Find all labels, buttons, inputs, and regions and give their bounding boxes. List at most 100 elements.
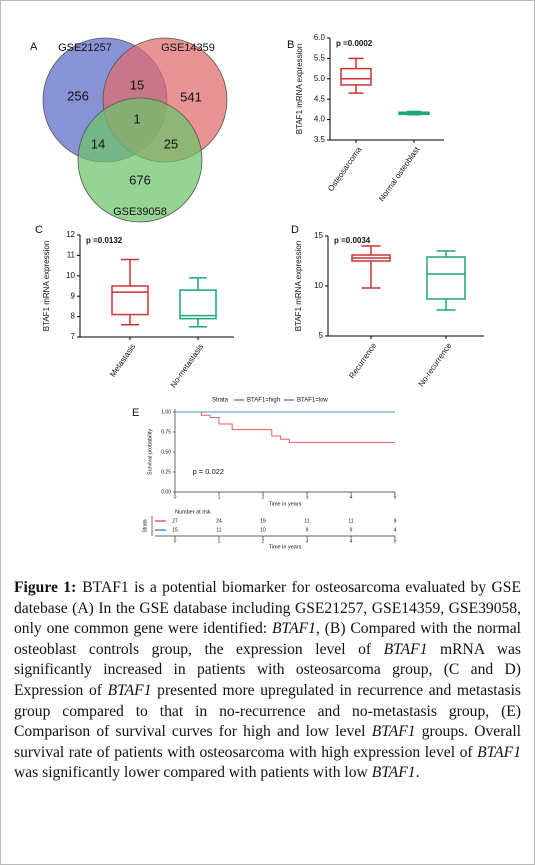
risk-x-axis-label: Time in years [269,544,302,550]
panel-letter: C [35,224,43,236]
caption-text: . [415,764,420,782]
x-tick-label: No-recurrence [417,341,454,388]
region-count: 256 [67,88,89,103]
risk-count: 24 [216,518,222,524]
caption-label: Figure 1: [14,579,77,596]
set-label: GSE14359 [161,42,215,54]
risk-count: 15 [172,527,178,533]
box [111,285,149,316]
caption-gene: BTAF1 [371,723,416,741]
caption-text: presented more upregulated in recurrence… [14,681,522,741]
y-tick-label: 5 [319,331,324,340]
y-tick-label: 0.00 [161,489,171,495]
x-tick-label: Osteosarcoma [326,145,364,193]
panel-letter: D [291,224,299,236]
venn-circle [77,97,203,223]
p-value: p =0.0034 [334,236,371,245]
region-count: 14 [91,136,105,151]
y-tick-label: 0.75 [161,429,171,435]
annotation: p = 0.022 [193,467,225,476]
panel-letter: E [132,407,139,419]
x-tick-label: 0 [174,494,177,500]
y-tick-label: 10 [66,271,75,280]
panel-letter: B [287,39,294,51]
risk-x-tick-label: 5 [394,538,397,544]
x-tick-label: 3 [306,494,309,500]
risk-count: 11 [348,518,353,524]
y-tick-label: 6.0 [314,33,326,42]
y-tick-label: 7 [71,332,76,341]
caption-gene: BTAF1 [272,620,316,638]
legend-title: Strata [212,398,229,404]
risk-x-tick-label: 0 [174,538,177,544]
y-tick-label: 1.00 [161,409,171,415]
p-value: p =0.0132 [86,236,123,245]
y-axis-label: Survival probability [147,429,153,475]
y-tick-label: 5.0 [314,74,326,83]
y-axis-label: BTAF1 mRNA expression [295,44,304,135]
y-axis-label: BTAF1 mRNA expression [294,241,303,332]
box [340,67,372,86]
y-tick-label: 4.5 [314,94,326,103]
y-tick-label: 12 [66,230,75,239]
legend-label: BTAF1=low [297,398,328,404]
region-count: 25 [164,136,178,151]
risk-table-label: Strata [142,519,148,533]
risk-count: 19 [260,518,266,524]
y-tick-label: 4.0 [314,115,326,124]
risk-x-tick-label: 4 [350,538,353,544]
x-tick-label: No-metastasis [169,342,206,389]
risk-x-tick-label: 1 [218,538,221,544]
caption-text: BTAF1 is a potential biomarker for osteo… [14,579,521,638]
y-tick-label: 10 [314,281,323,290]
caption-text: groups. Overall survival rate of patient… [14,723,521,761]
x-tick-label: 2 [262,494,265,500]
x-tick-label: 5 [394,494,397,500]
risk-count: 4 [394,527,397,533]
y-tick-label: 8 [71,312,76,321]
y-axis-label: BTAF1 mRNA expression [42,241,51,332]
y-tick-label: 15 [314,231,323,240]
x-tick-label: Metastasis [108,342,137,378]
region-count: 541 [180,89,202,104]
y-tick-label: 5.5 [314,54,326,63]
box [426,256,466,300]
panel-letter: A [30,41,38,53]
risk-count: 10 [260,527,266,533]
box [179,289,217,320]
caption-gene: BTAF1 [371,764,416,782]
risk-x-tick-label: 2 [262,538,265,544]
caption-text: , (B) Compared with the normal osteoblas… [14,620,521,658]
caption-gene: BTAF1 [477,743,521,761]
x-tick-label: Normal osteoblast [377,145,422,204]
caption-gene: BTAF1 [383,640,428,658]
legend-label: BTAF1=high [247,398,280,404]
risk-count: 9 [306,527,309,533]
region-count: 676 [129,172,151,187]
risk-count: 27 [172,518,178,524]
risk-table-title: Number at risk [175,509,211,515]
region-count: 15 [130,77,144,92]
risk-count: 9 [350,527,353,533]
risk-count: 11 [216,527,221,533]
region-count: 1 [133,111,140,126]
p-value: p =0.0002 [336,39,373,48]
set-label: GSE39058 [113,206,167,218]
x-axis-label: Time in years [269,501,302,507]
survival-curve [175,411,395,443]
risk-x-tick-label: 3 [306,538,309,544]
x-tick-label: 1 [218,494,221,500]
y-tick-label: 0.25 [161,469,171,475]
x-tick-label: Recurrence [347,341,378,380]
set-label: GSE21257 [58,42,112,54]
risk-count: 11 [304,518,309,524]
figure-caption: Figure 1: BTAF1 is a potential biomarker … [14,578,521,784]
caption-text: mRNA was significantly increased in pati… [14,640,521,699]
y-tick-label: 0.50 [161,449,171,455]
y-tick-label: 3.5 [314,135,326,144]
x-tick-label: 4 [350,494,353,500]
caption-text: was significantly lower compared with pa… [14,764,372,782]
y-tick-label: 11 [67,251,76,260]
risk-count: 9 [394,518,397,524]
